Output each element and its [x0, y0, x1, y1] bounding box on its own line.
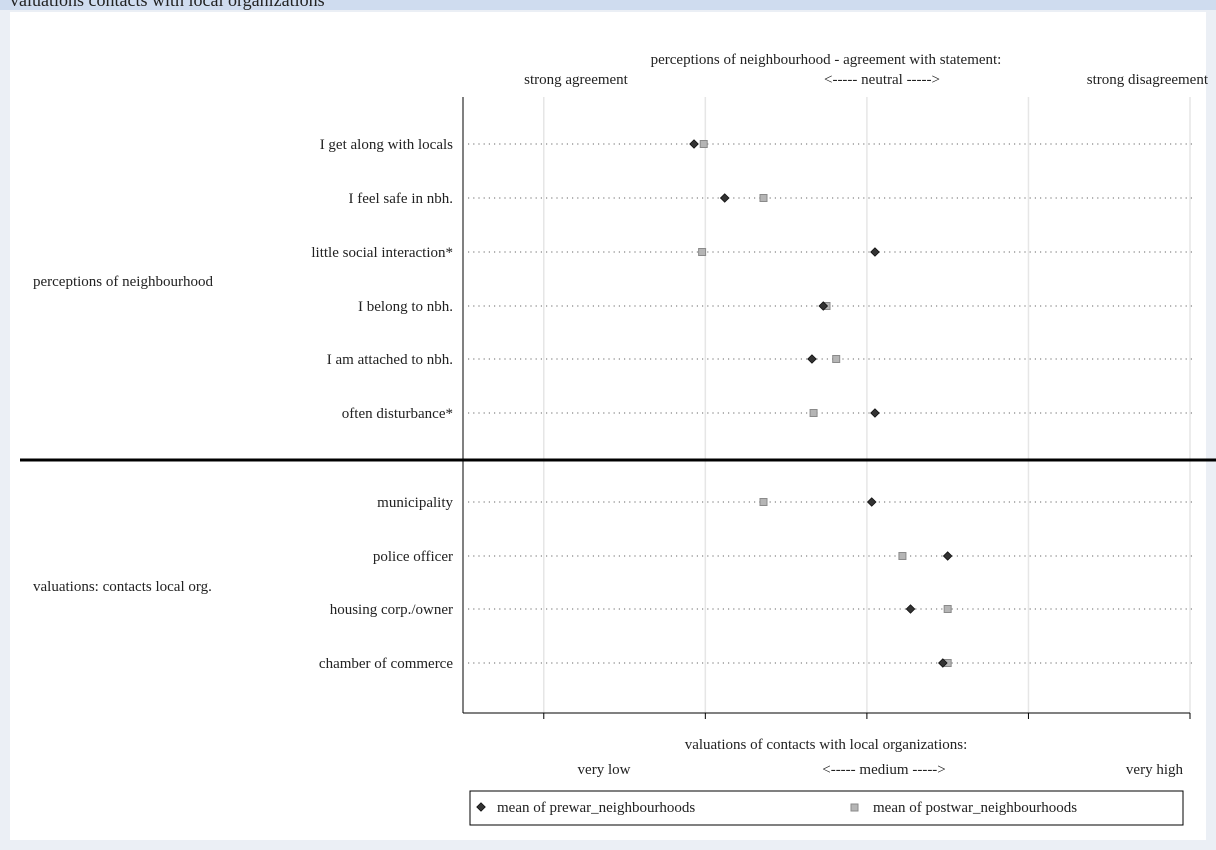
prewar-point — [689, 139, 699, 149]
legend-prewar-marker — [476, 802, 486, 812]
postwar-point — [759, 498, 768, 506]
top-axis-left-label: strong agreement — [524, 72, 629, 88]
legend-prewar-label: mean of prewar_neighbourhoods — [497, 800, 695, 816]
category-label: I belong to nbh. — [358, 299, 453, 315]
group-label-perceptions: perceptions of neighbourhood — [33, 274, 213, 290]
prewar-point — [807, 354, 817, 364]
top-axis-center-label: <----- neutral -----> — [824, 72, 940, 88]
category-label: I feel safe in nbh. — [348, 191, 453, 207]
prewar-point — [905, 604, 916, 614]
markers-layer — [689, 139, 953, 668]
category-label: municipality — [377, 495, 453, 511]
grid-layer — [543, 97, 1191, 713]
bottom-axis-title: valuations of contacts with local organi… — [685, 737, 968, 753]
prewar-point — [942, 551, 953, 561]
category-label: often disturbance* — [342, 406, 453, 422]
x-axis-ticks — [543, 713, 1191, 719]
category-label: housing corp./owner — [330, 602, 453, 618]
category-label: police officer — [373, 549, 453, 565]
category-label: I get along with locals — [320, 137, 453, 153]
postwar-point — [759, 194, 768, 202]
legend-postwar-marker — [850, 803, 859, 812]
postwar-point — [699, 140, 708, 148]
postwar-point — [898, 552, 907, 560]
postwar-point — [698, 248, 707, 256]
postwar-point — [832, 355, 841, 363]
top-axis-title: perceptions of neighbourhood - agreement… — [651, 52, 1002, 68]
legend-postwar-label: mean of postwar_neighbourhoods — [873, 800, 1077, 816]
top-axis-right-label: strong disagreement — [1087, 72, 1209, 88]
bottom-axis-left-label: very low — [578, 762, 631, 778]
prewar-point — [719, 193, 730, 203]
window-title: valuations contacts with local organizat… — [10, 0, 325, 10]
legend-box — [469, 790, 1184, 826]
window-title-bar: valuations contacts with local organizat… — [0, 0, 1216, 10]
postwar-point — [943, 605, 952, 613]
prewar-point — [870, 247, 880, 257]
category-label: chamber of commerce — [319, 656, 453, 672]
group-label-valuations: valuations: contacts local org. — [33, 579, 212, 595]
bottom-axis-center-label: <----- medium -----> — [822, 762, 946, 778]
prewar-point — [870, 408, 880, 418]
bottom-axis-right-label: very high — [1126, 762, 1184, 778]
postwar-point — [809, 409, 818, 417]
chart-panel — [10, 12, 1206, 840]
prewar-point — [938, 658, 948, 668]
category-label: little social interaction* — [311, 245, 453, 261]
row-guides-layer — [468, 143, 1192, 664]
category-label: I am attached to nbh. — [327, 352, 453, 368]
prewar-point — [818, 301, 829, 311]
category-labels: I get along with locals I feel safe in nb… — [311, 137, 453, 672]
prewar-point — [866, 497, 877, 507]
